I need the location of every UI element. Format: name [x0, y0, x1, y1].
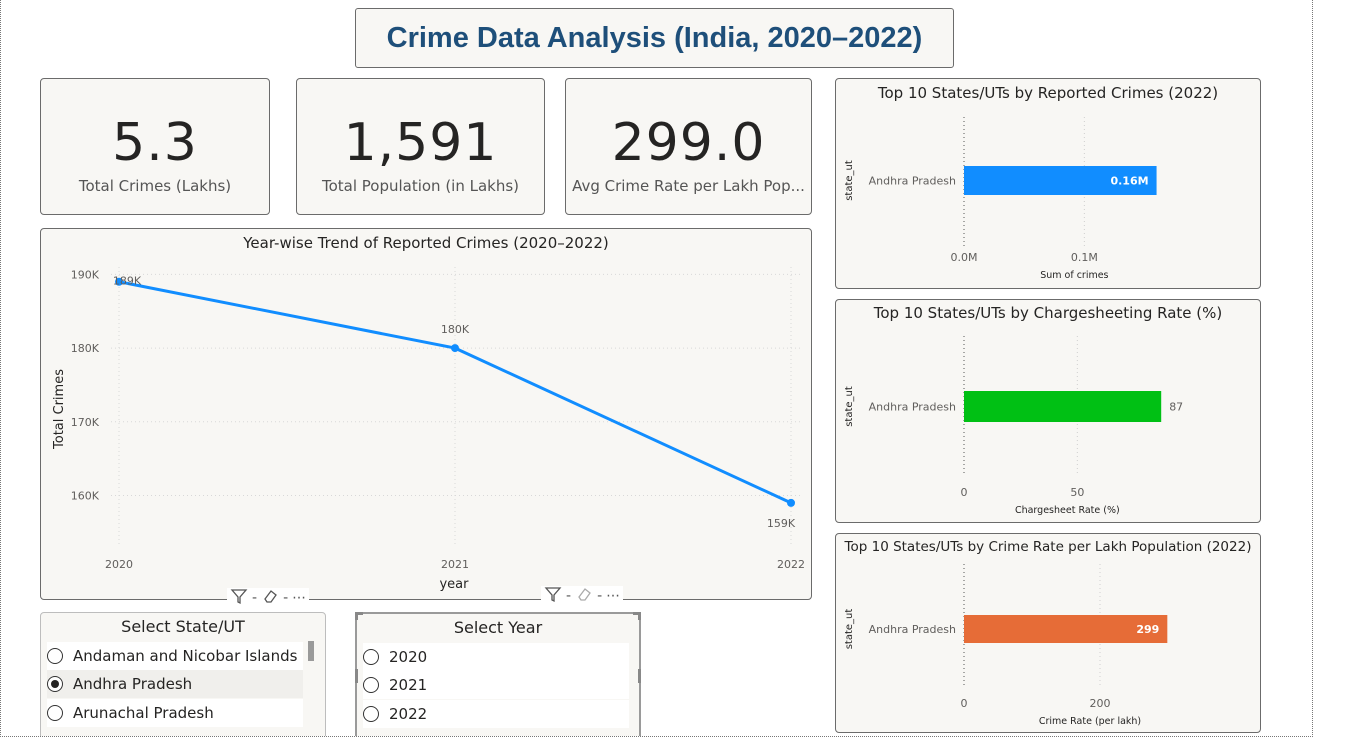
resize-handle[interactable]	[355, 669, 358, 683]
data-point	[115, 277, 123, 286]
more-options-icon[interactable]: ⋯	[292, 590, 307, 606]
kpi-label: Total Crimes (Lakhs)	[78, 177, 232, 195]
bar-chart-svg: 0 200 Crime Rate (per lakh) state_ut Andhra …	[844, 564, 1168, 727]
bar-chart-crime-rate[interactable]: Top 10 States/UTs by Crime Rate per Lakh…	[835, 533, 1261, 733]
kpi-card-total-crimes[interactable]: 5.3 Total Crimes (Lakhs)	[40, 78, 270, 215]
bar	[964, 615, 1168, 643]
option-label: 2020	[389, 648, 428, 666]
data-label: 87	[1169, 401, 1183, 414]
radio-icon	[363, 677, 379, 693]
y-axis-title: state_ut	[844, 386, 855, 427]
chart-title: Top 10 States/UTs by Chargesheeting Rate…	[873, 304, 1223, 322]
bar-chart-chargesheet-rate[interactable]: Top 10 States/UTs by Chargesheeting Rate…	[835, 299, 1261, 523]
x-tick-label: 0.1M	[1071, 251, 1098, 264]
radio-selected-icon	[47, 676, 63, 692]
data-label: 299	[1136, 623, 1159, 636]
category-label: Andhra Pradesh	[869, 623, 956, 636]
dash-icon: -	[283, 590, 289, 606]
dash-icon: -	[252, 590, 258, 606]
data-point	[787, 498, 795, 507]
report-title: Crime Data Analysis (India, 2020–2022)	[355, 8, 954, 68]
x-axis-title: Sum of crimes	[1040, 270, 1108, 281]
option-label: Arunachal Pradesh	[73, 704, 214, 722]
option-label: Andaman and Nicobar Islands	[73, 647, 298, 665]
slicer-title: Select Year	[453, 618, 543, 637]
report-canvas: Crime Data Analysis (India, 2020–2022) 5…	[0, 0, 1313, 737]
y-tick-label: 190K	[71, 268, 100, 281]
eraser-icon[interactable]	[575, 585, 593, 607]
series-line	[118, 280, 792, 505]
option-label: 2021	[389, 676, 428, 694]
slicer-title: Select State/UT	[121, 617, 245, 636]
y-tick-label: 160K	[71, 490, 100, 503]
x-tick-label: 2020	[105, 558, 133, 571]
data-label: 180K	[441, 323, 470, 336]
data-label: 159K	[767, 517, 796, 530]
bar-chart-reported-crimes[interactable]: Top 10 States/UTs by Reported Crimes (20…	[835, 78, 1261, 289]
filter-icon[interactable]	[230, 587, 248, 609]
resize-handle[interactable]	[355, 612, 363, 620]
kpi-value: 1,591	[343, 113, 498, 173]
x-tick-label: 0	[961, 697, 968, 710]
category-label: Andhra Pradesh	[869, 175, 956, 188]
bar	[964, 391, 1162, 422]
slicer-year: Select Year 2020 2021 2022	[355, 612, 641, 736]
x-tick-label: 2022	[777, 558, 805, 571]
kpi-card-total-population[interactable]: 1,591 Total Population (in Lakhs)	[296, 78, 545, 215]
bar	[964, 166, 1157, 195]
radio-icon	[363, 706, 379, 722]
visual-header-line: - - ⋯	[227, 587, 310, 609]
slicer-option-2022[interactable]: 2022	[363, 700, 629, 728]
data-label: 0.16M	[1110, 175, 1148, 188]
x-tick-label: 50	[1070, 486, 1084, 499]
y-tick-label: 180K	[71, 342, 100, 355]
kpi-value: 299.0	[611, 113, 766, 173]
x-axis-title: Crime Rate (per lakh)	[1039, 716, 1141, 727]
option-label: 2022	[389, 705, 428, 723]
x-axis-title: Chargesheet Rate (%)	[1015, 505, 1120, 516]
scrollbar-thumb[interactable]	[308, 641, 314, 661]
more-options-icon[interactable]: ⋯	[606, 588, 621, 604]
filter-icon[interactable]	[544, 585, 562, 607]
radio-icon	[47, 705, 63, 721]
y-axis-title: state_ut	[844, 160, 855, 201]
chart-title: Year-wise Trend of Reported Crimes (2020…	[243, 234, 609, 252]
resize-handle[interactable]	[633, 612, 641, 620]
kpi-label: Avg Crime Rate per Lakh Pop...	[572, 177, 805, 195]
chart-title: Top 10 States/UTs by Reported Crimes (20…	[877, 84, 1219, 102]
slicer-option-andaman[interactable]: Andaman and Nicobar Islands	[47, 642, 303, 670]
data-label: 189K	[113, 275, 142, 288]
radio-icon	[47, 648, 63, 664]
option-label: Andhra Pradesh	[73, 675, 193, 693]
line-chart-svg: 160K 170K 180K 190K 2020 2021 2022 year Total Cr…	[52, 267, 805, 592]
slicer-option-2020[interactable]: 2020	[363, 643, 629, 671]
y-tick-label: 170K	[71, 416, 100, 429]
radio-icon	[363, 649, 379, 665]
bar-chart-svg: 0.0M 0.1M Sum of crimes state_ut Andhra Prad…	[844, 117, 1157, 281]
x-tick-label: 0	[961, 486, 968, 499]
x-tick-label: 2021	[441, 558, 469, 571]
y-axis-title: state_ut	[844, 609, 855, 650]
y-axis-title: Total Crimes	[52, 369, 67, 450]
x-axis-title: year	[439, 577, 469, 592]
slicer-option-arunachal[interactable]: Arunachal Pradesh	[47, 699, 303, 727]
dash-icon: -	[566, 588, 572, 604]
category-label: Andhra Pradesh	[869, 401, 956, 414]
eraser-icon[interactable]	[261, 587, 279, 609]
resize-handle[interactable]	[638, 669, 641, 683]
bar-chart-svg: 0 50 Chargesheet Rate (%) state_ut Andhra Pr…	[844, 336, 1183, 516]
chart-title: Top 10 States/UTs by Crime Rate per Lakh…	[844, 539, 1252, 555]
kpi-label: Total Population (in Lakhs)	[321, 177, 520, 195]
x-tick-label: 0.0M	[951, 251, 978, 264]
slicer-option-2021[interactable]: 2021	[363, 671, 629, 699]
dash-icon: -	[597, 588, 603, 604]
slicer-state: Select State/UT Andaman and Nicobar Isla…	[40, 612, 326, 736]
kpi-value: 5.3	[112, 113, 198, 173]
data-point	[451, 344, 459, 353]
slicer-option-andhra[interactable]: Andhra Pradesh	[47, 670, 303, 698]
x-tick-label: 200	[1090, 697, 1111, 710]
line-chart-card[interactable]: Year-wise Trend of Reported Crimes (2020…	[40, 228, 812, 600]
visual-header-year: - - ⋯	[541, 585, 624, 607]
kpi-card-avg-crime-rate[interactable]: 299.0 Avg Crime Rate per Lakh Pop...	[565, 78, 812, 215]
